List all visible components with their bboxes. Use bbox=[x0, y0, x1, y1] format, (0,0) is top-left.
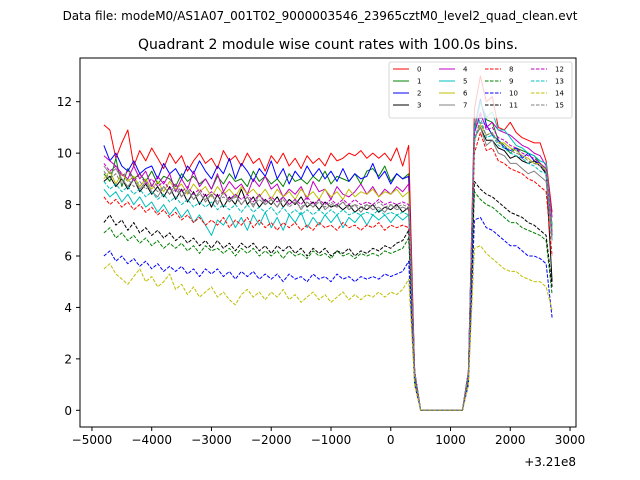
figure-suptitle: Data file: modeM0/AS1A07_001T02_90000035… bbox=[63, 9, 578, 23]
series-line-5 bbox=[103, 101, 553, 411]
y-tick-label: 6 bbox=[64, 250, 72, 264]
series-line-11 bbox=[103, 180, 553, 411]
legend-label-5: 5 bbox=[463, 78, 467, 86]
legend-label-3: 3 bbox=[417, 102, 421, 110]
y-tick-label: 0 bbox=[64, 404, 72, 418]
y-tick-label: 4 bbox=[64, 301, 72, 315]
series-line-15 bbox=[103, 121, 553, 411]
y-tick-label: 10 bbox=[57, 147, 72, 161]
legend-label-1: 1 bbox=[417, 78, 421, 86]
legend-label-9: 9 bbox=[509, 78, 513, 86]
legend-label-10: 10 bbox=[509, 90, 518, 98]
y-tick-label: 8 bbox=[64, 198, 72, 212]
series-line-8 bbox=[103, 132, 553, 411]
x-tick-label: 2000 bbox=[495, 433, 526, 447]
y-tick-label: 2 bbox=[64, 352, 72, 366]
series-line-10 bbox=[103, 216, 553, 411]
legend-label-15: 15 bbox=[555, 102, 564, 110]
x-tick-label: −4000 bbox=[131, 433, 172, 447]
legend-label-13: 13 bbox=[555, 78, 564, 86]
series-line-9 bbox=[103, 191, 553, 411]
legend-box bbox=[388, 61, 573, 119]
legend-label-7: 7 bbox=[463, 102, 467, 110]
legend-label-0: 0 bbox=[417, 66, 421, 74]
series-line-0 bbox=[103, 75, 553, 411]
axes-frame bbox=[79, 57, 577, 428]
legend-label-12: 12 bbox=[555, 66, 564, 74]
x-tick-label: −2000 bbox=[251, 433, 292, 447]
series-line-3 bbox=[103, 126, 553, 411]
series-line-1 bbox=[103, 101, 553, 411]
legend-label-14: 14 bbox=[555, 90, 564, 98]
y-tick-label: 12 bbox=[57, 95, 72, 109]
legend-label-8: 8 bbox=[509, 66, 513, 74]
legend-label-4: 4 bbox=[463, 66, 468, 74]
series-line-14 bbox=[103, 245, 553, 411]
x-offset-label: +3.21e8 bbox=[524, 455, 576, 469]
series-line-7 bbox=[103, 126, 553, 411]
x-tick-label: −5000 bbox=[72, 433, 113, 447]
chart-title: Quadrant 2 module wise count rates with … bbox=[138, 37, 518, 53]
legend-label-6: 6 bbox=[463, 90, 468, 98]
legend-label-2: 2 bbox=[417, 90, 421, 98]
x-tick-label: 0 bbox=[387, 433, 395, 447]
series-line-12 bbox=[103, 111, 553, 411]
legend-label-11: 11 bbox=[509, 102, 518, 110]
x-tick-label: 1000 bbox=[435, 433, 466, 447]
x-tick-label: 3000 bbox=[555, 433, 586, 447]
x-tick-label: −1000 bbox=[311, 433, 352, 447]
series-line-13 bbox=[103, 116, 553, 411]
x-tick-label: −3000 bbox=[191, 433, 232, 447]
